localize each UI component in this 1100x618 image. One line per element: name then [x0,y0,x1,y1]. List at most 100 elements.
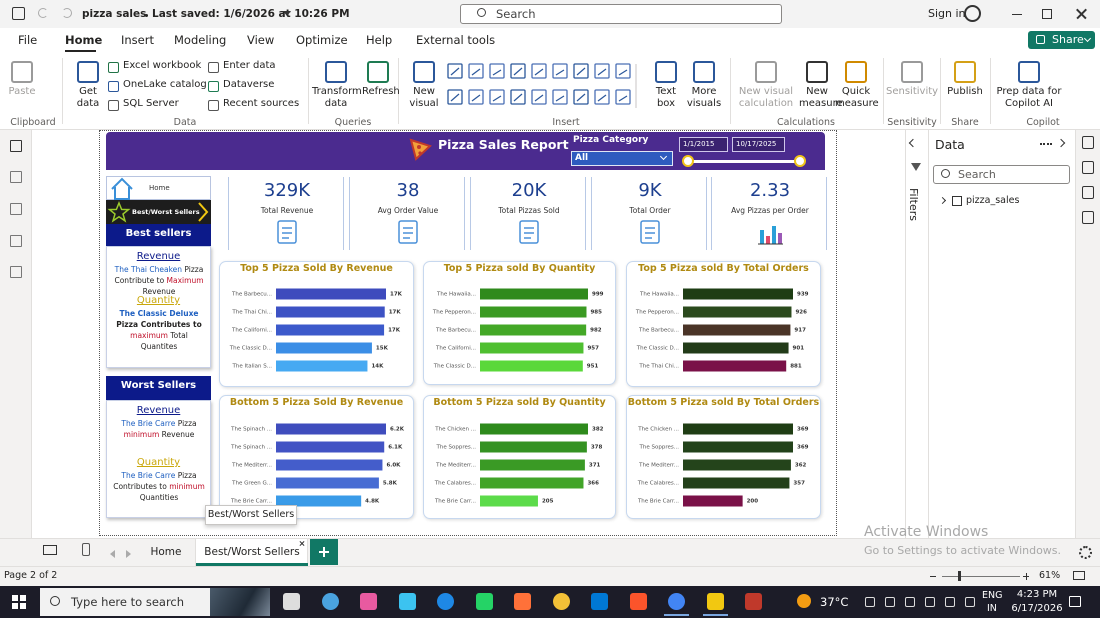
redo-icon[interactable] [62,8,72,18]
category-value[interactable]: All [575,153,589,163]
taskbar-app[interactable] [629,593,647,610]
ribbon-button-label[interactable]: Paste [8,86,36,97]
ribbon-button-label[interactable]: OneLake catalog [123,79,207,90]
taskbar-app[interactable] [706,593,724,610]
zoom-plus[interactable] [1025,573,1027,580]
tray-icon[interactable] [965,597,975,607]
nav-home-button[interactable]: Home [106,176,211,200]
date-slider-handle[interactable] [794,155,806,167]
ribbon-button-icon[interactable] [77,61,99,83]
page-tab[interactable]: Best/Worst Sellers [196,539,308,566]
menu-tab[interactable]: Home [65,33,103,47]
pane-switch-icon[interactable] [1082,211,1094,224]
desktop-view-icon[interactable] [43,545,57,555]
share-label[interactable]: Share [1052,33,1084,46]
page-tab-label[interactable]: Best/Worst Sellers [204,546,300,558]
tray-icon[interactable] [925,597,935,607]
undo-icon[interactable] [38,8,48,18]
ribbon-button-label[interactable]: Excel workbook [123,60,202,71]
data-search-box[interactable]: Search [933,165,1070,184]
tray-icon[interactable] [885,597,895,607]
expand-icon[interactable] [1056,138,1066,148]
ribbon-button-icon[interactable] [108,62,119,73]
share-button[interactable]: Share [1028,31,1095,49]
menu-tab[interactable]: Optimize [296,33,348,47]
saved-dropdown[interactable] [283,11,291,16]
nav-home-label[interactable]: Home [149,184,170,192]
taskbar-app[interactable] [668,593,685,610]
sign-in[interactable]: Sign in [928,7,966,20]
ribbon-button-icon[interactable] [208,81,219,92]
ribbon-button-label[interactable]: New measure [799,86,843,109]
ribbon-button-icon[interactable] [367,61,389,83]
ribbon-button-icon[interactable] [1018,61,1040,83]
ribbon-button-icon[interactable] [108,100,119,111]
view-icon[interactable] [10,171,22,183]
ribbon-button-icon[interactable] [655,61,677,83]
account-icon[interactable] [964,5,981,22]
menu-tab[interactable]: Help [366,33,393,47]
ribbon-button-icon[interactable] [954,61,976,83]
nav-best-worst-label[interactable]: Best/Worst Sellers [132,208,200,216]
tab-nav[interactable] [126,550,131,558]
taskbar-app[interactable] [552,593,570,610]
taskbar-app[interactable] [514,593,531,610]
taskbar-app[interactable] [321,593,339,610]
ribbon-button-icon[interactable] [208,62,219,73]
ribbon-button-label[interactable]: Publish [947,86,983,97]
page-tab-label[interactable]: Home [150,546,182,558]
taskbar-app[interactable] [591,593,608,610]
taskbar-search[interactable]: Type here to search [40,588,270,616]
taskbar-app[interactable] [283,593,300,610]
menu-tab[interactable]: Insert [121,33,154,47]
ribbon-button-icon[interactable] [325,61,347,83]
ribbon-button-label[interactable]: Quick measure [835,86,879,109]
pane-switch-icon[interactable] [1082,186,1094,199]
taskbar-app[interactable] [475,593,493,610]
add-page-button[interactable] [310,539,338,565]
ribbon-button-label[interactable]: Dataverse [223,79,275,90]
ribbon-button-icon[interactable] [108,81,119,92]
notification-icon[interactable] [1069,596,1081,607]
tray-icon[interactable] [945,597,955,607]
date-slider-handle[interactable] [682,155,694,167]
ribbon-button-label[interactable]: Text box [655,86,677,109]
nav-best-worst-button[interactable]: Best/Worst Sellers [106,200,211,224]
ribbon-button-icon[interactable] [11,61,33,83]
table-name[interactable]: pizza_sales [966,195,1020,206]
taskbar-app[interactable] [437,593,454,610]
ribbon-button-label[interactable]: SQL Server [123,98,179,109]
collapse-icon[interactable] [908,138,918,148]
ribbon-button-label[interactable]: Get data [76,86,100,109]
ribbon-button-icon[interactable] [806,61,828,83]
start-button[interactable] [12,595,26,609]
page-tab[interactable]: Home [136,539,196,566]
mobile-view-icon[interactable] [82,543,90,556]
ribbon-button-label[interactable]: More visuals [686,86,722,109]
view-icon[interactable] [10,203,22,215]
zoom-minus[interactable] [930,576,936,577]
view-icon[interactable] [10,140,22,152]
tree-expander[interactable] [938,196,947,205]
more-options[interactable] [1040,143,1052,145]
filter-icon[interactable] [911,163,921,171]
ribbon-button-label[interactable]: Recent sources [223,98,300,109]
tray-icon[interactable] [865,597,875,607]
pane-switch-icon[interactable] [1082,136,1094,149]
ribbon-button-icon[interactable] [693,61,715,83]
filters-label[interactable]: Filters [907,188,920,221]
tray-icon[interactable] [905,597,915,607]
fit-page-icon[interactable] [1073,571,1085,580]
menu-tab[interactable]: View [247,33,275,47]
ribbon-button-label[interactable]: New visual calculation [738,86,794,109]
ribbon-button-icon[interactable] [755,61,777,83]
ribbon-button-label[interactable]: Enter data [223,60,276,71]
ribbon-button-label[interactable]: Sensitivity [886,86,939,97]
view-icon[interactable] [10,266,22,278]
settings-icon[interactable] [1079,546,1092,559]
ribbon-button-label[interactable]: Refresh [362,86,400,97]
ribbon-button-icon[interactable] [413,61,435,83]
minimize-button[interactable] [1012,14,1022,15]
date-box[interactable] [679,137,728,152]
maximize-button[interactable] [1042,9,1052,19]
